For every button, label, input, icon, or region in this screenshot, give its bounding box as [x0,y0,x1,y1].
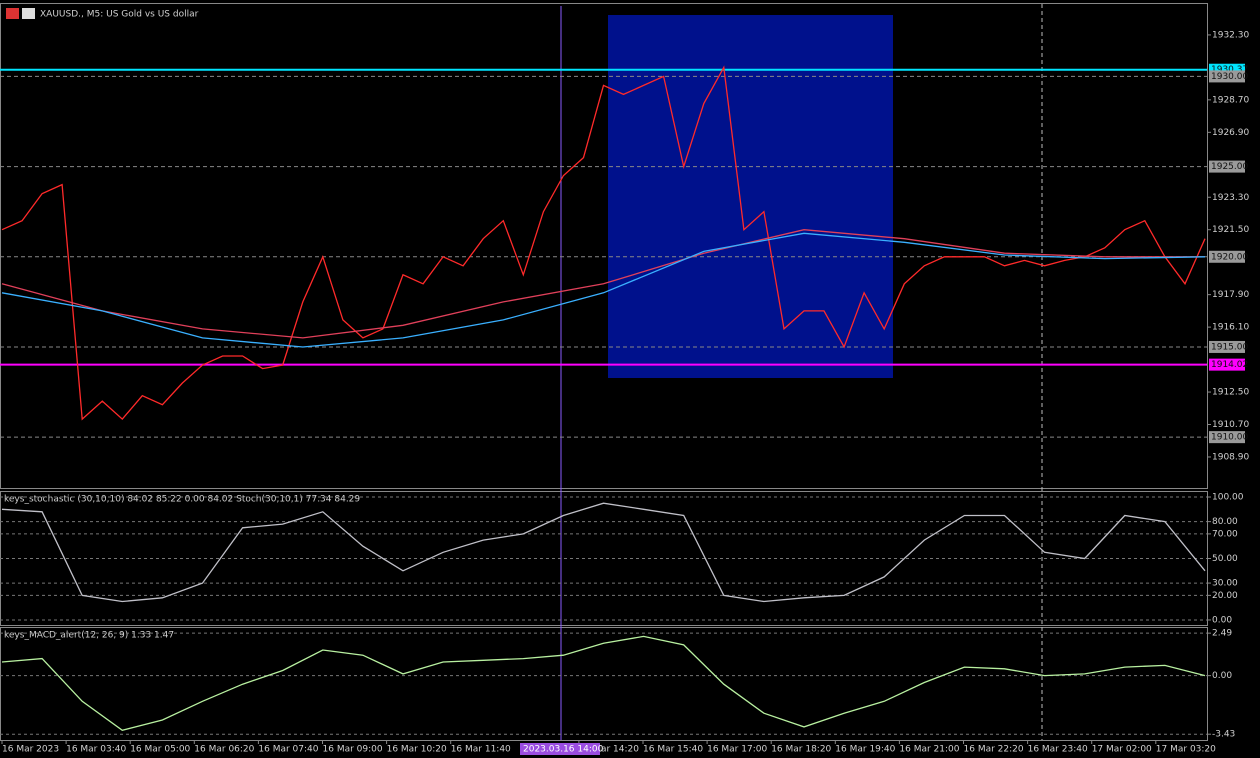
x-tick-label: 16 Mar 14:20 [579,745,639,755]
series-line [1,229,1205,339]
level-label: 1914.02 [1211,360,1248,370]
highlight-box [608,15,893,378]
x-tick-label: 16 Mar 09:00 [323,745,383,755]
x-tick-label: 16 Mar 18:20 [771,745,831,755]
x-tick-label: 16 Mar 05:00 [130,745,190,755]
level-label: 1920.00 [1211,252,1248,262]
y-tick-label: 1912.50 [1212,388,1249,398]
level-label: 1925.00 [1211,162,1248,172]
y-tick-label: 50.00 [1212,554,1238,564]
y-tick-label: 2.49 [1212,629,1232,639]
y-tick-label: 20.00 [1212,591,1238,601]
x-tick-label: 17 Mar 03:20 [1156,745,1216,755]
main-frame [0,3,1208,489]
level-label-box [1209,358,1245,371]
y-tick-label: 1916.10 [1212,323,1249,333]
series-line [1,502,1206,603]
level-label-box [1209,70,1245,83]
indicator-title: keys_stochastic (30,10,10) 84.02 85.22 0… [4,495,360,505]
indicator-title: keys_MACD_alert(12, 26, 9) 1.33 1.47 [4,631,174,641]
y-tick-label: 0.00 [1212,615,1232,625]
y-tick-label: 80.00 [1212,517,1238,527]
x-tick-label: 16 Mar 07:40 [258,745,318,755]
y-tick-label: 30.00 [1212,579,1238,589]
level-label: 1915.00 [1211,342,1248,352]
level-label-box [1209,250,1245,263]
x-tick-label: 16 Mar 17:00 [707,745,767,755]
x-tick-label: 16 Mar 11:40 [451,745,511,755]
x-tick-label: 16 Mar 22:20 [964,745,1024,755]
cursor-label-box [520,743,600,755]
x-tick-label: 16 Mar 19:40 [835,745,895,755]
y-tick-label: 1926.90 [1212,128,1249,138]
y-tick-label: -3.43 [1212,730,1235,740]
y-tick-label: 1928.70 [1212,95,1249,105]
y-tick-label: 1917.90 [1212,290,1249,300]
y-tick-label: 1932.30 [1212,30,1249,40]
x-tick-label: 16 Mar 03:40 [66,745,126,755]
y-tick-label: 1908.90 [1212,452,1249,462]
level-label: 1910.00 [1211,433,1248,443]
y-tick-label: 100.00 [1212,493,1244,503]
level-label-box [1209,160,1245,173]
level-label: 1930.37 [1211,65,1248,75]
y-tick-label: 1923.30 [1212,193,1249,203]
level-label-box [1209,431,1245,444]
icon [6,8,19,19]
macd-frame [0,627,1208,741]
x-tick-label: 17 Mar 02:00 [1092,745,1152,755]
x-tick-label: 16 Mar 23:40 [1028,745,1088,755]
level-label-box [1209,340,1245,353]
y-tick-label: 1910.70 [1212,420,1249,430]
series-line [1,65,1206,421]
chart-title: XAUUSD., M5: US Gold vs US dollar [40,10,199,20]
y-tick-label: 70.00 [1212,529,1238,539]
y-tick-label: 1921.50 [1212,225,1249,235]
x-tick-label: 16 Mar 15:40 [643,745,703,755]
level-label: 1930.00 [1211,72,1248,82]
cursor-label: 2023.03.16 14:00 [523,745,604,755]
x-tick-label: 16 Mar 10:20 [387,745,447,755]
series-line [1,635,1206,732]
y-tick-label: 0.00 [1212,671,1232,681]
x-tick-label: 16 Mar 06:20 [194,745,254,755]
x-tick-label: 16 Mar 21:00 [899,745,959,755]
x-tick-label: 16 Mar 2023 [2,745,59,755]
icon [22,8,35,19]
series-line [1,232,1206,348]
